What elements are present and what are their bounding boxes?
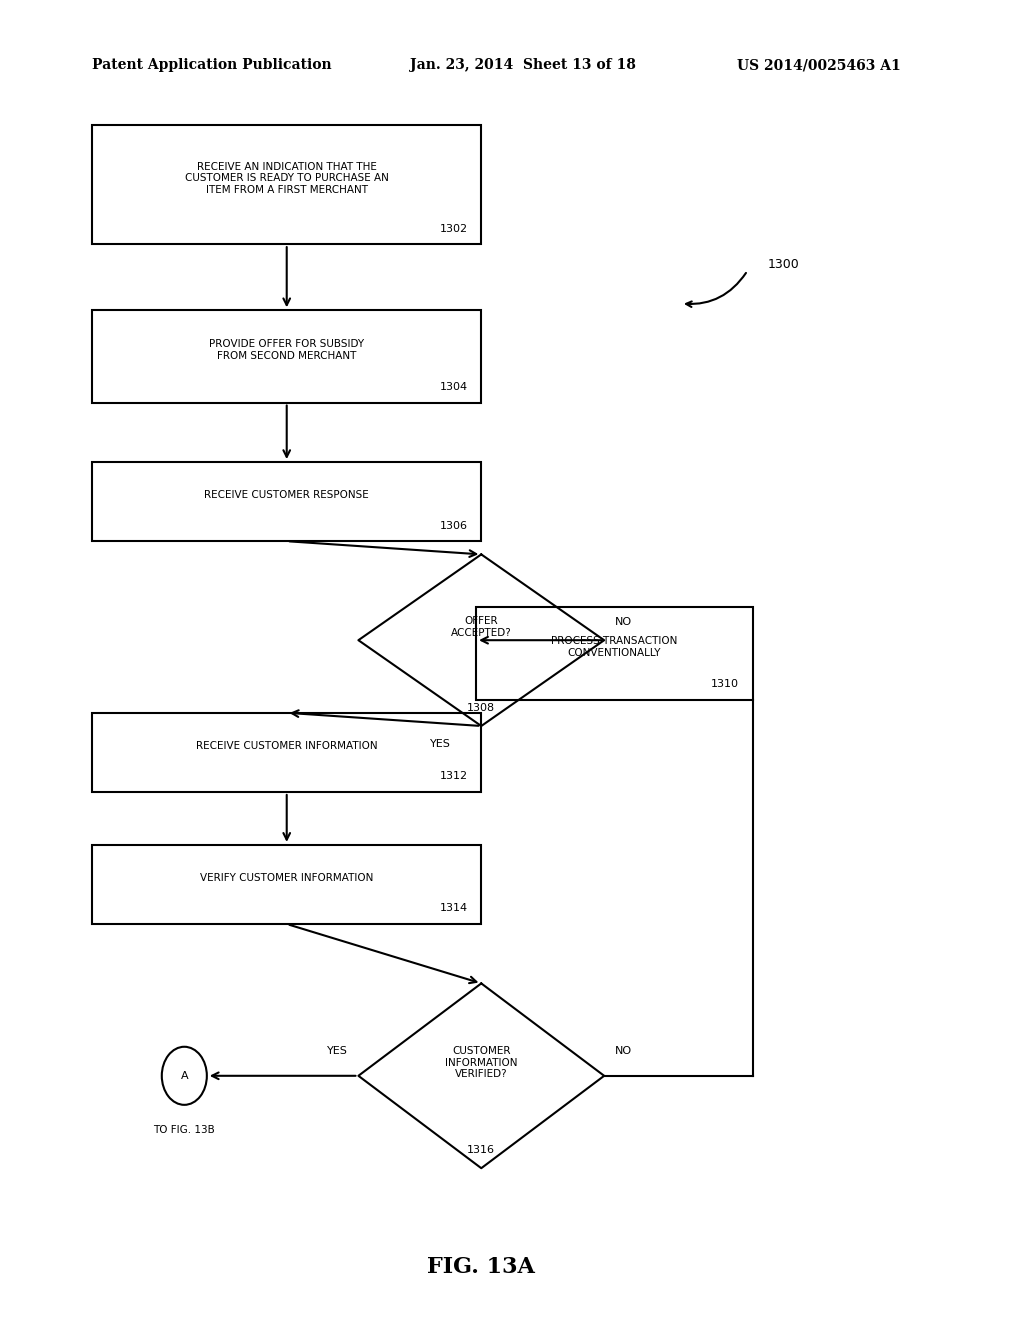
- Polygon shape: [358, 554, 604, 726]
- Text: US 2014/0025463 A1: US 2014/0025463 A1: [737, 58, 901, 73]
- Text: NO: NO: [614, 1045, 632, 1056]
- Text: VERIFY CUSTOMER INFORMATION: VERIFY CUSTOMER INFORMATION: [200, 873, 374, 883]
- Bar: [92, 310, 481, 403]
- Text: YES: YES: [430, 739, 451, 750]
- Text: RECEIVE CUSTOMER INFORMATION: RECEIVE CUSTOMER INFORMATION: [196, 741, 378, 751]
- Bar: [476, 607, 753, 700]
- Text: 1306: 1306: [440, 520, 468, 531]
- Text: CUSTOMER
INFORMATION
VERIFIED?: CUSTOMER INFORMATION VERIFIED?: [445, 1045, 517, 1080]
- Text: 1312: 1312: [440, 771, 468, 781]
- Text: PROCESS TRANSACTION
CONVENTIONALLY: PROCESS TRANSACTION CONVENTIONALLY: [551, 636, 678, 657]
- Text: 1300: 1300: [768, 257, 800, 271]
- FancyArrowPatch shape: [686, 273, 746, 308]
- Bar: [92, 845, 481, 924]
- Text: 1310: 1310: [712, 678, 739, 689]
- Text: A: A: [180, 1071, 188, 1081]
- Bar: [92, 125, 481, 244]
- Text: 1302: 1302: [440, 223, 468, 234]
- Text: YES: YES: [328, 1045, 348, 1056]
- Text: OFFER
ACCEPTED?: OFFER ACCEPTED?: [451, 616, 512, 638]
- Text: 1304: 1304: [440, 381, 468, 392]
- Text: Patent Application Publication: Patent Application Publication: [92, 58, 332, 73]
- Text: FIG. 13A: FIG. 13A: [427, 1257, 536, 1278]
- Text: 1314: 1314: [440, 903, 468, 913]
- Text: TO FIG. 13B: TO FIG. 13B: [154, 1125, 215, 1135]
- Text: NO: NO: [614, 616, 632, 627]
- Text: RECEIVE CUSTOMER RESPONSE: RECEIVE CUSTOMER RESPONSE: [205, 490, 369, 500]
- Text: 1308: 1308: [467, 702, 496, 713]
- Text: Jan. 23, 2014  Sheet 13 of 18: Jan. 23, 2014 Sheet 13 of 18: [410, 58, 636, 73]
- Text: RECEIVE AN INDICATION THAT THE
CUSTOMER IS READY TO PURCHASE AN
ITEM FROM A FIRS: RECEIVE AN INDICATION THAT THE CUSTOMER …: [184, 161, 389, 195]
- Polygon shape: [358, 983, 604, 1168]
- Text: PROVIDE OFFER FOR SUBSIDY
FROM SECOND MERCHANT: PROVIDE OFFER FOR SUBSIDY FROM SECOND ME…: [209, 339, 365, 360]
- Bar: [92, 713, 481, 792]
- Text: 1316: 1316: [467, 1144, 496, 1155]
- Bar: [92, 462, 481, 541]
